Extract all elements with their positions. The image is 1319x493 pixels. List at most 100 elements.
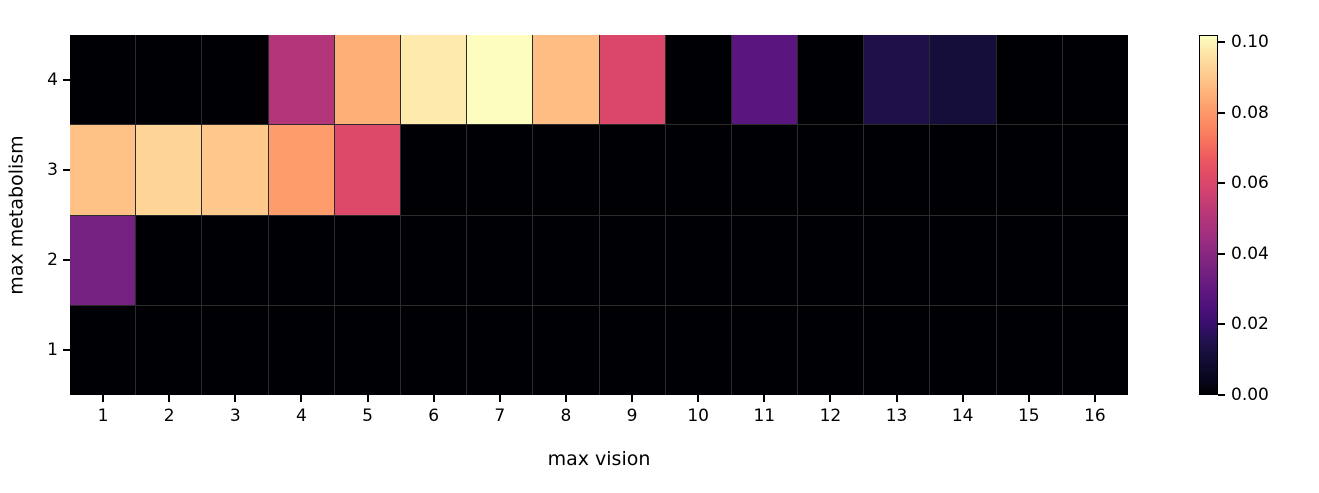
heatmap-cell (533, 35, 599, 125)
heatmap-cell (1062, 305, 1128, 395)
x-tick-label: 7 (494, 406, 506, 426)
heatmap-cell (996, 215, 1062, 305)
heatmap-cell (798, 35, 864, 125)
heatmap-cell (731, 215, 798, 305)
x-tick-label: 12 (819, 406, 842, 426)
heatmap-cell (268, 35, 334, 125)
heatmap-cell (1062, 125, 1128, 215)
heatmap-cell (467, 125, 533, 215)
x-tick-mark (961, 395, 964, 402)
heatmap-cell (70, 305, 136, 395)
heatmap-cell (1062, 215, 1128, 305)
x-tick-label: 10 (687, 406, 710, 426)
heatmap-cell (467, 305, 533, 395)
x-tick-mark (1093, 395, 1096, 402)
y-tick-mark (63, 259, 70, 261)
colorbar-tick-mark (1218, 252, 1225, 255)
x-tick-label: 16 (1084, 406, 1106, 426)
heatmap-cell (665, 215, 731, 305)
x-tick-label: 3 (229, 406, 241, 426)
x-tick-label: 1 (97, 406, 109, 426)
heatmap-cell (731, 35, 798, 125)
x-tick-label: 9 (626, 406, 638, 426)
heatmap-cell (70, 35, 136, 125)
x-axis-label: max vision (547, 448, 651, 470)
y-axis-label-text: max metabolism (6, 135, 29, 295)
heatmap-cell (1062, 35, 1128, 125)
heatmap-cell (533, 125, 599, 215)
y-tick-mark (63, 79, 70, 81)
x-tick-mark (895, 395, 898, 402)
heatmap-cell (268, 305, 334, 395)
heatmap-cell (533, 305, 599, 395)
heatmap-cell (400, 215, 467, 305)
heatmap-cell (136, 35, 202, 125)
heatmap-cell (400, 35, 467, 125)
colorbar-tick-label: 0.06 (1231, 173, 1269, 194)
heatmap-cell (864, 215, 930, 305)
colorbar-tick-mark (1218, 111, 1225, 114)
x-tick-mark (829, 395, 832, 402)
heatmap-cell (798, 215, 864, 305)
heatmap-cell (599, 215, 665, 305)
colorbar-tick-label: 0.02 (1231, 314, 1269, 335)
heatmap-cell (467, 215, 533, 305)
x-tick-label: 4 (296, 406, 307, 426)
heatmap-cell (202, 125, 268, 215)
heatmap-cell (930, 35, 996, 125)
heatmap-cell (70, 125, 136, 215)
x-tick-label: 15 (1017, 406, 1040, 426)
heatmap-cell (202, 35, 268, 125)
x-tick-label: 2 (163, 406, 175, 426)
y-tick-label: 4 (47, 70, 58, 90)
heatmap-cell (864, 305, 930, 395)
x-tick-label: 8 (560, 406, 572, 426)
x-tick-label: 5 (362, 406, 373, 426)
heatmap-cell (864, 35, 930, 125)
heatmap-cell (798, 305, 864, 395)
heatmap-cell (864, 125, 930, 215)
heatmap-cell (400, 125, 467, 215)
x-tick-label: 6 (428, 406, 440, 426)
heatmap-cell (665, 305, 731, 395)
heatmap-cell (268, 125, 334, 215)
heatmap-cell (996, 35, 1062, 125)
heatmap-cell (930, 125, 996, 215)
x-tick-mark (631, 395, 634, 402)
x-tick-mark (763, 395, 766, 402)
x-tick-mark (102, 395, 105, 402)
colorbar-tick-mark (1218, 41, 1225, 44)
colorbar-tick-label: 0.08 (1231, 102, 1269, 123)
y-tick-mark (63, 169, 70, 171)
heatmap-cell (665, 125, 731, 215)
heatmap-cell (70, 215, 136, 305)
x-tick-mark (234, 395, 237, 402)
colorbar-tick-mark (1218, 394, 1225, 396)
heatmap-cell (731, 305, 798, 395)
heatmap-cell (731, 125, 798, 215)
y-tick-label: 2 (47, 250, 58, 270)
heatmap-cell (202, 305, 268, 395)
heatmap-cell (334, 125, 400, 215)
colorbar-gradient (1200, 36, 1217, 394)
x-tick-mark (564, 395, 567, 402)
x-tick-mark (432, 395, 435, 402)
x-tick-mark (300, 395, 303, 402)
heatmap-cell (798, 125, 864, 215)
heatmap-cell (599, 125, 665, 215)
x-tick-mark (168, 395, 171, 402)
heatmap-cell (996, 305, 1062, 395)
heatmap-cell (996, 125, 1062, 215)
colorbar-tick-label: 0.04 (1231, 243, 1269, 264)
x-tick-label: 13 (885, 406, 908, 426)
heatmap-cell (599, 35, 665, 125)
heatmap-cell (136, 215, 202, 305)
heatmap-cell (268, 215, 334, 305)
colorbar-tick-mark (1218, 182, 1225, 185)
colorbar-tick-mark (1218, 323, 1225, 326)
heatmap-grid (70, 35, 1128, 395)
heatmap-cell (136, 125, 202, 215)
plot-area (70, 35, 1128, 395)
x-tick-label: 11 (753, 406, 776, 426)
heatmap-cell (467, 35, 533, 125)
